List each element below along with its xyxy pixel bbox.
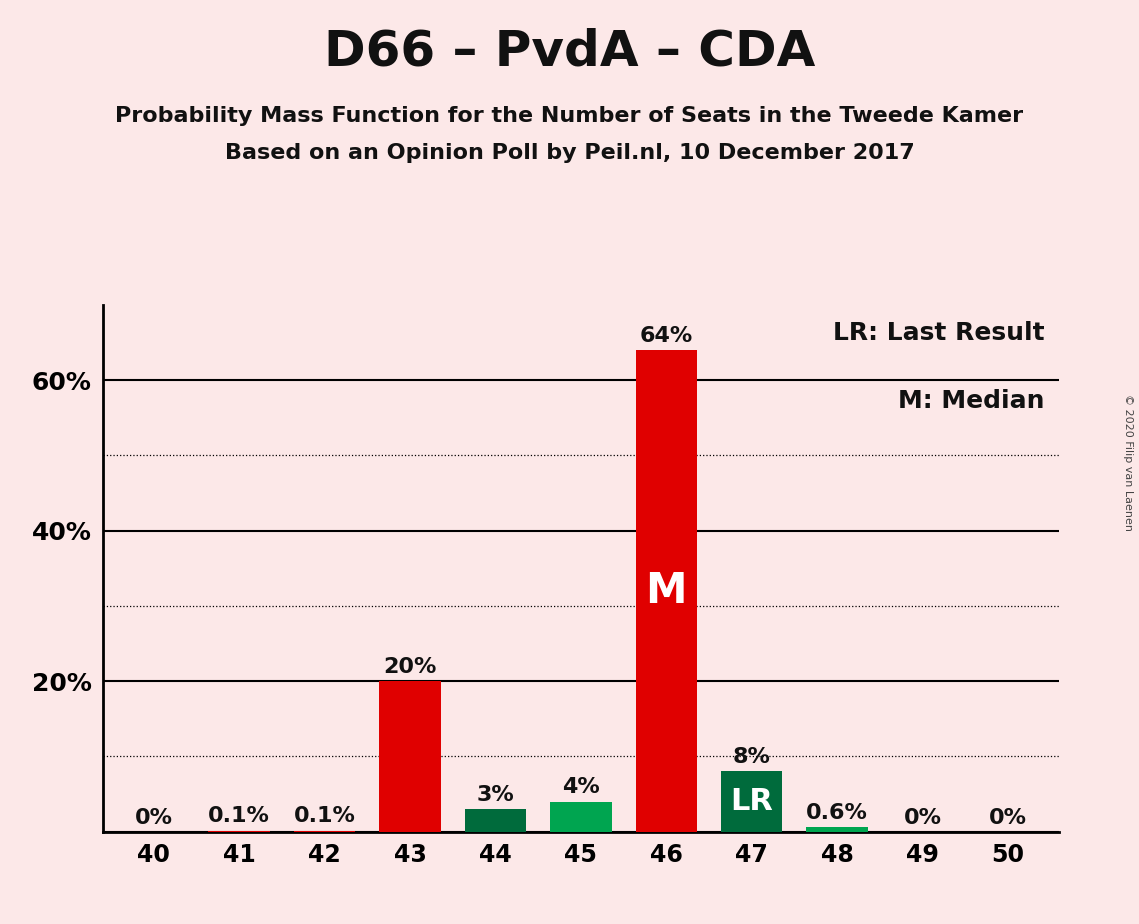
Text: M: Median: M: Median (899, 389, 1044, 413)
Bar (550, 801, 612, 832)
Text: 3%: 3% (476, 784, 515, 805)
Bar (721, 772, 782, 832)
Text: 0.1%: 0.1% (294, 807, 355, 826)
Text: 8%: 8% (732, 747, 771, 767)
Text: 64%: 64% (640, 325, 693, 346)
Bar (806, 827, 868, 832)
Text: Probability Mass Function for the Number of Seats in the Tweede Kamer: Probability Mass Function for the Number… (115, 106, 1024, 127)
Text: 0.1%: 0.1% (208, 807, 270, 826)
Text: M: M (646, 570, 687, 612)
Text: 0%: 0% (989, 808, 1027, 828)
Text: 0.6%: 0.6% (806, 803, 868, 822)
Text: 4%: 4% (562, 777, 600, 797)
Text: © 2020 Filip van Laenen: © 2020 Filip van Laenen (1123, 394, 1133, 530)
Text: LR: Last Result: LR: Last Result (834, 321, 1044, 345)
Text: LR: LR (730, 787, 773, 816)
Bar (379, 681, 441, 832)
Text: 0%: 0% (134, 808, 173, 828)
Text: Based on an Opinion Poll by Peil.nl, 10 December 2017: Based on an Opinion Poll by Peil.nl, 10 … (224, 143, 915, 164)
Bar (636, 350, 697, 832)
Text: D66 – PvdA – CDA: D66 – PvdA – CDA (323, 28, 816, 76)
Text: 0%: 0% (903, 808, 942, 828)
Bar (465, 809, 526, 832)
Text: 20%: 20% (384, 657, 436, 676)
